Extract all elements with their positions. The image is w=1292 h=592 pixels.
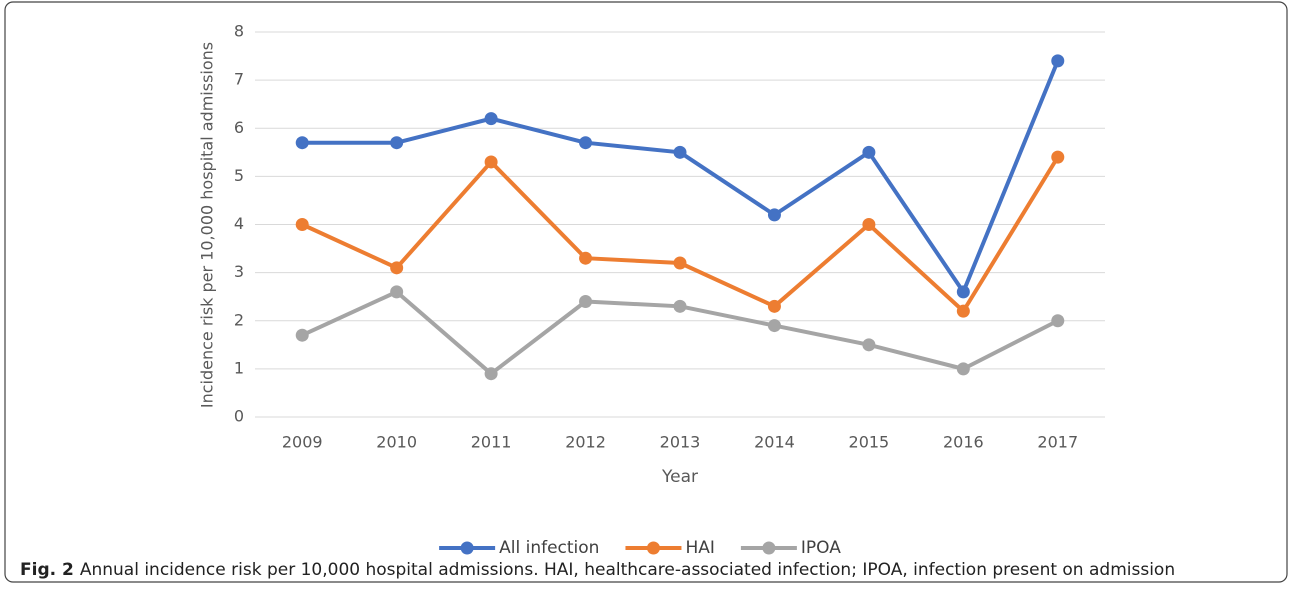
data-point: [767, 319, 781, 333]
legend-marker: [460, 541, 474, 555]
data-point: [579, 136, 593, 150]
y-tick-label: 1: [234, 358, 244, 377]
data-point: [673, 145, 687, 159]
data-point: [295, 136, 309, 150]
data-point: [862, 218, 876, 231]
data-point: [956, 285, 970, 299]
x-tick-label: 2013: [660, 433, 701, 452]
x-tick-label: 2015: [849, 433, 890, 452]
data-point: [1051, 150, 1065, 164]
legend-label: IPOA: [801, 538, 841, 558]
x-tick-label: 2017: [1037, 433, 1078, 452]
caption: Fig. 2 Annual incidence risk per 10,000 h…: [20, 560, 1175, 580]
x-tick-label: 2012: [565, 433, 606, 452]
data-point: [1051, 54, 1065, 68]
y-tick-label: 0: [234, 407, 244, 426]
data-point: [673, 299, 687, 313]
legend-label: HAI: [685, 538, 714, 558]
data-point: [390, 136, 404, 150]
data-point: [579, 251, 593, 265]
x-tick-label: 2014: [754, 433, 795, 452]
y-tick-label: 2: [234, 310, 244, 329]
x-tick-label: 2016: [943, 433, 984, 452]
data-point: [1051, 314, 1065, 328]
y-axis-label: Incidence risk per 10,000 hospital admis…: [198, 42, 217, 408]
data-point: [767, 208, 781, 222]
data-point: [956, 304, 970, 318]
data-point: [579, 295, 593, 308]
data-point: [862, 145, 876, 159]
x-tick-label: 2009: [282, 433, 323, 452]
data-point: [484, 155, 498, 169]
caption-label: Fig. 2: [20, 560, 74, 580]
data-point: [390, 261, 404, 275]
legend-marker: [646, 541, 660, 555]
y-tick-label: 8: [234, 22, 244, 41]
data-point: [484, 367, 498, 381]
legend-marker: [762, 541, 776, 555]
data-point: [484, 112, 498, 126]
y-tick-label: 6: [234, 118, 244, 137]
data-point: [673, 256, 687, 270]
x-tick-label: 2010: [376, 433, 417, 452]
data-point: [295, 328, 309, 342]
data-point: [295, 218, 309, 231]
data-point: [956, 362, 970, 376]
series-line: [301, 156, 1060, 314]
y-tick-label: 5: [234, 166, 244, 185]
x-tick-label: 2011: [471, 433, 512, 452]
data-point: [862, 338, 876, 352]
legend-label: All infection: [499, 538, 599, 558]
data-point: [390, 285, 404, 299]
y-tick-label: 7: [234, 70, 244, 89]
y-tick-label: 3: [234, 262, 244, 281]
data-point: [767, 299, 781, 313]
y-tick-label: 4: [234, 214, 244, 233]
x-axis-label: Year: [661, 467, 698, 487]
frame: [4, 1, 1288, 583]
caption-text: Annual incidence risk per 10,000 hospita…: [80, 560, 1175, 580]
